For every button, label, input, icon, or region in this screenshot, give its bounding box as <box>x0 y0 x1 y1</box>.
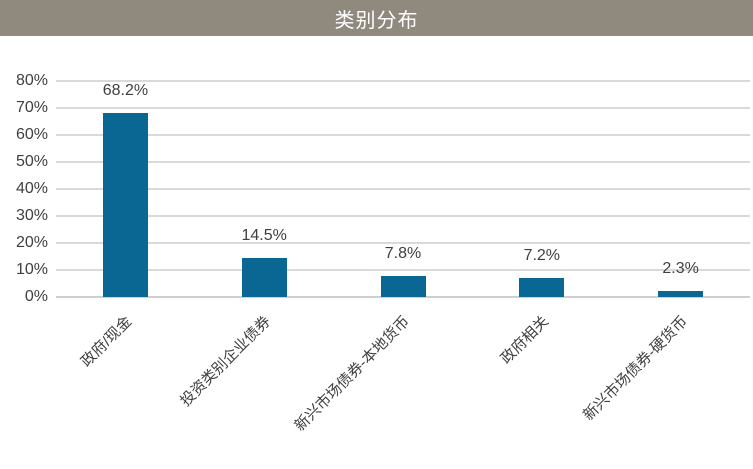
bar-value-label: 7.8% <box>384 244 422 262</box>
y-tick-label: 40% <box>15 180 48 197</box>
category-label: 政府/现金 <box>78 313 136 371</box>
gridline <box>56 134 750 136</box>
y-tick-label: 80% <box>15 72 48 89</box>
bar <box>380 275 426 297</box>
bar-value-label: 14.5% <box>241 226 287 244</box>
x-axis-line <box>56 296 750 298</box>
gridline <box>56 80 750 82</box>
bar-value-label: 7.2% <box>523 246 561 264</box>
category-label: 投资类别企业债券 <box>177 313 275 410</box>
bar-value-label: 68.2% <box>102 81 149 99</box>
gridline <box>56 269 750 271</box>
y-tick-label: 50% <box>15 153 48 170</box>
gridline <box>56 161 750 163</box>
bar <box>102 112 148 297</box>
bar <box>658 290 704 297</box>
category-label: 新兴市场债券-本地货币 <box>291 313 414 435</box>
y-tick-label: 10% <box>15 261 48 278</box>
gridline <box>56 188 750 190</box>
y-tick-label: 60% <box>15 126 48 143</box>
gridline <box>56 215 750 217</box>
y-tick-label: 0% <box>24 288 48 305</box>
chart-title-bar: 类别分布 <box>0 0 753 36</box>
bar <box>241 257 287 297</box>
category-label: 新兴市场债券-硬货币 <box>579 313 691 425</box>
y-tick-label: 20% <box>15 234 48 251</box>
chart-title: 类别分布 <box>334 9 419 32</box>
gridline <box>56 242 750 244</box>
bar <box>519 277 565 297</box>
y-tick-label: 70% <box>15 99 48 116</box>
category-label: 政府相关 <box>497 313 552 368</box>
y-tick-label: 30% <box>15 207 48 224</box>
bar-value-label: 2.3% <box>662 259 699 277</box>
gridline <box>56 107 750 109</box>
